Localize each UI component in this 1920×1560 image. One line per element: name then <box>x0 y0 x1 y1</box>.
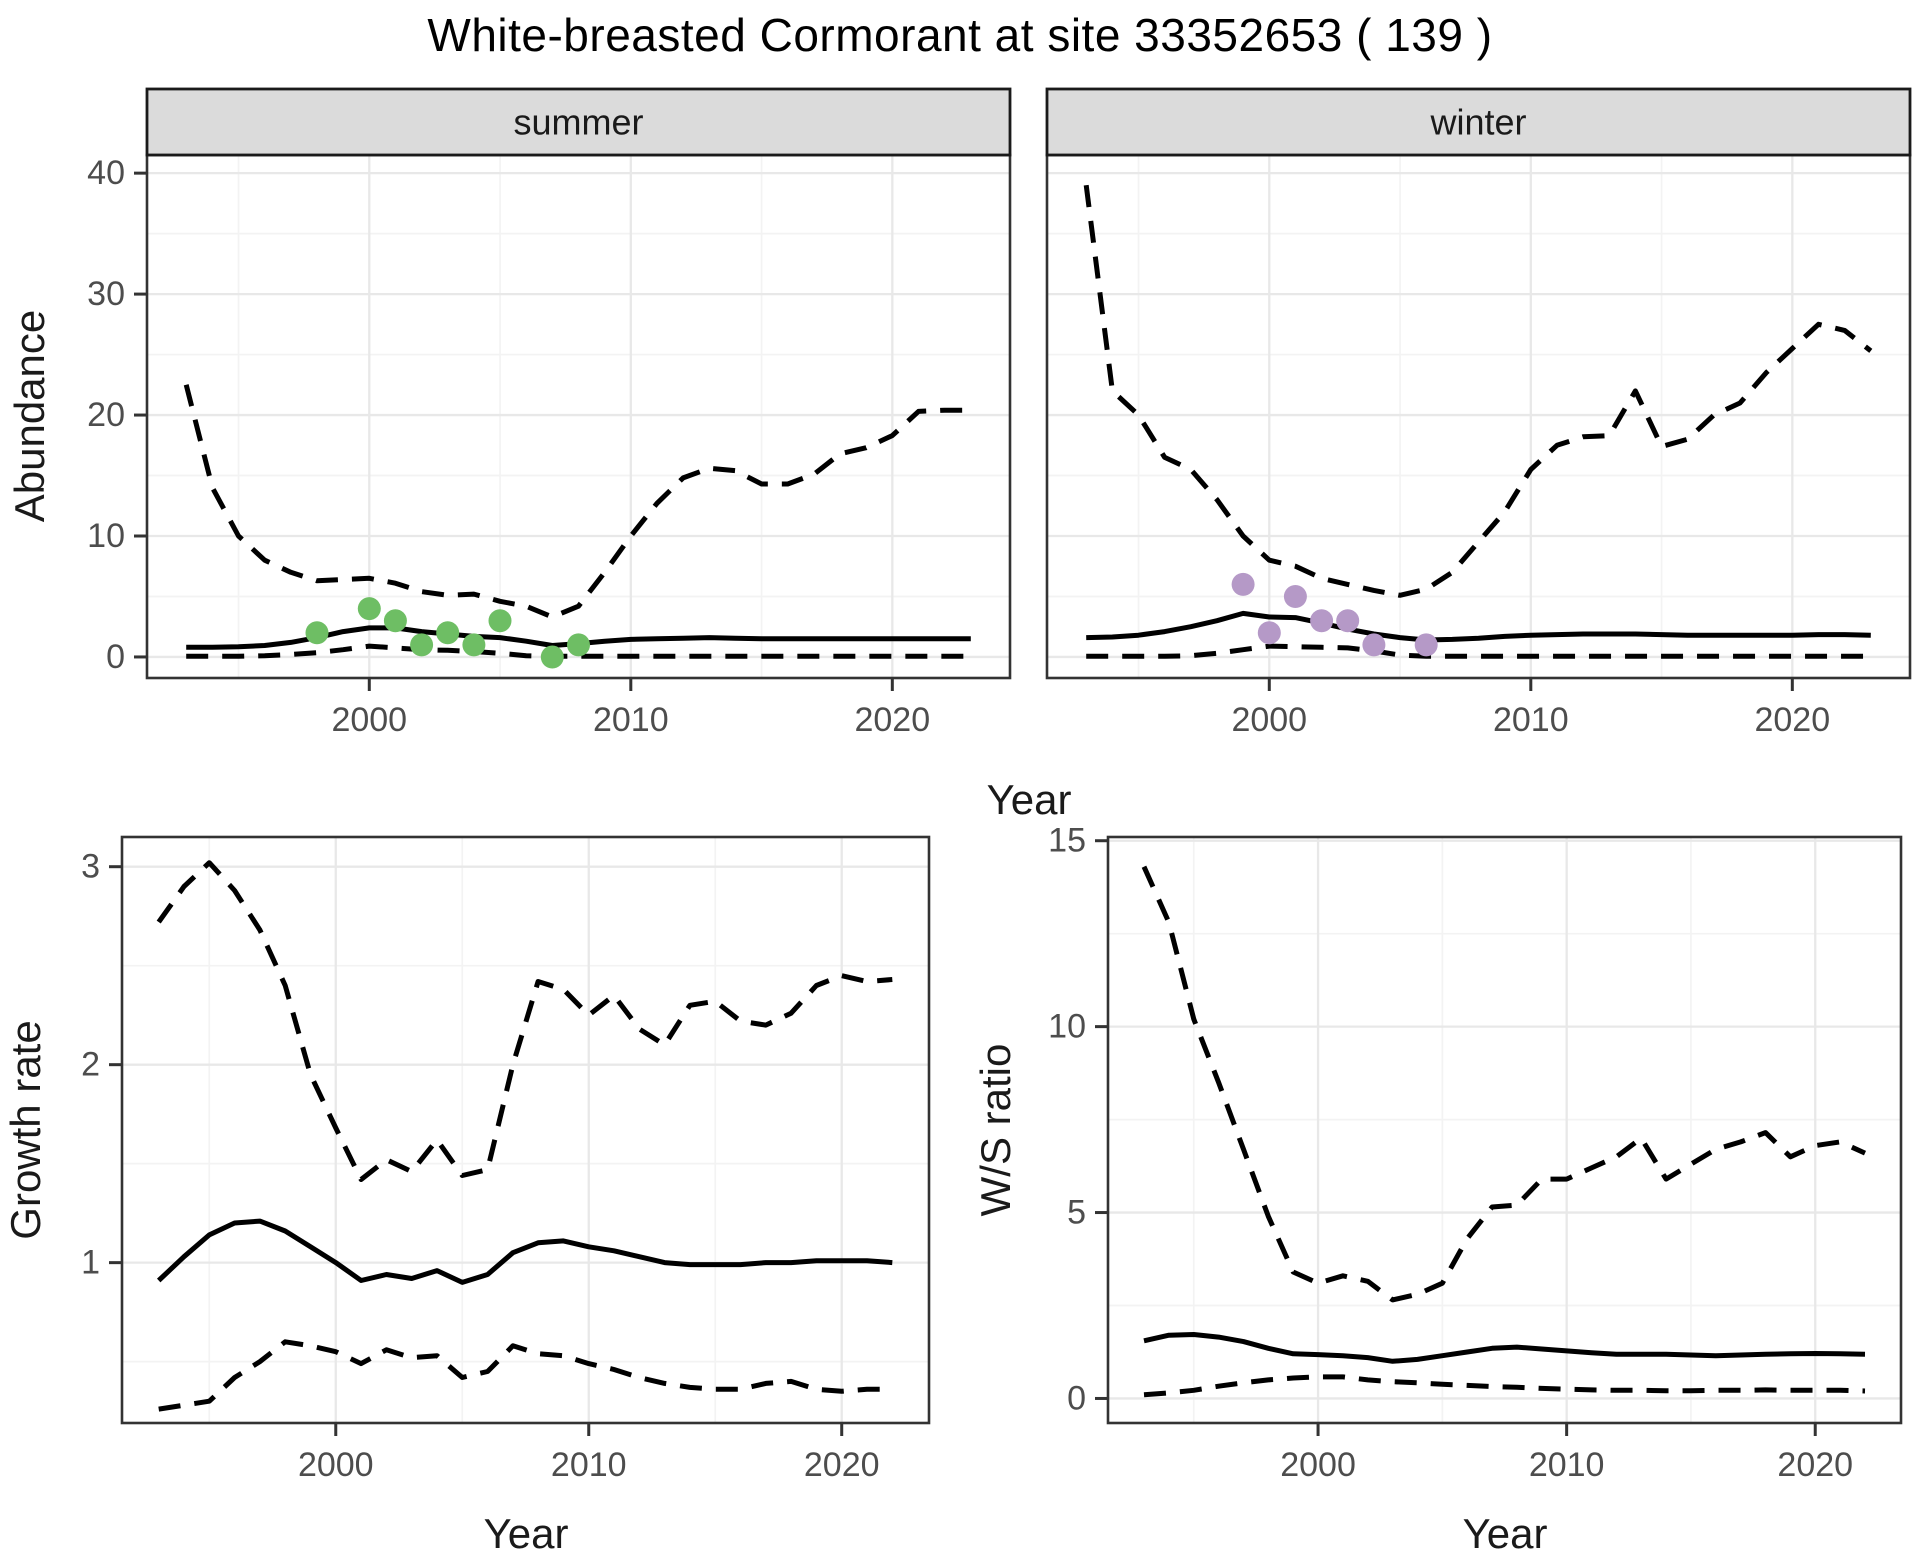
winter-panel: winter 2000 2010 2020 <box>1045 87 1912 739</box>
x-tick-label: 2020 <box>1754 701 1830 739</box>
observation-point <box>410 633 434 657</box>
observation-point <box>462 633 486 657</box>
fit-line <box>1086 610 1871 643</box>
x-tick-label: 2000 <box>331 701 407 739</box>
upper_ci-line <box>183 384 971 620</box>
y-tick-label: 5 <box>1067 1194 1086 1232</box>
y-tick-label: 10 <box>1048 1008 1086 1046</box>
observation-point <box>357 597 381 621</box>
W/S ratio-panel: 2000 2010 2020 0 5 10 15 <box>1048 822 1903 1484</box>
x-tick-label: 2020 <box>804 1446 880 1484</box>
observation-point <box>1362 633 1386 657</box>
x-tick-label: 2010 <box>1493 701 1569 739</box>
axis-title: Growth rate <box>2 1020 49 1239</box>
figure-title: White-breasted Cormorant at site 3335265… <box>427 9 1493 61</box>
y-tick-label: 0 <box>1067 1379 1086 1417</box>
observation-point <box>1336 609 1360 633</box>
x-tick-label: 2020 <box>854 701 930 739</box>
observation-point <box>488 609 512 633</box>
facet-strip <box>145 87 1012 157</box>
x-tick-label: 2000 <box>1231 701 1307 739</box>
upper_ci-line <box>156 860 893 1182</box>
facet-strip-label: winter <box>1429 102 1526 143</box>
lower_ci-line <box>1086 643 1871 659</box>
panel-background <box>147 155 1010 678</box>
y-tick-label: 20 <box>87 396 125 434</box>
fit-line <box>156 1218 893 1285</box>
x-tick-label: 2000 <box>298 1446 374 1484</box>
observation-point <box>540 645 564 669</box>
observation-point <box>1231 572 1255 596</box>
panel-background <box>1108 837 1901 1423</box>
y-tick-label: 0 <box>106 638 125 676</box>
Growth rate-panel: 2000 2010 2020 1 2 3 <box>81 835 931 1484</box>
axis-title: W/S ratio <box>972 1044 1019 1217</box>
lower_ci-line <box>186 643 971 659</box>
observation-point <box>567 633 590 657</box>
y-tick-label: 10 <box>87 517 125 555</box>
lower_ci-line <box>1143 1374 1866 1398</box>
panel-border <box>120 835 931 1425</box>
panel-background <box>122 837 929 1423</box>
observation-point <box>1414 633 1438 657</box>
fit-line <box>1143 1332 1866 1364</box>
panel-background <box>1047 155 1910 678</box>
axis-title: Year <box>987 776 1072 823</box>
observation-point <box>1310 609 1334 633</box>
observation-point <box>305 621 329 645</box>
upper_ci-line <box>1083 184 1873 598</box>
y-tick-label: 3 <box>81 848 100 886</box>
x-tick-label: 2010 <box>551 1446 627 1484</box>
axis-title: Abundance <box>6 310 53 523</box>
x-tick-label: 2000 <box>1280 1446 1356 1484</box>
x-tick-label: 2020 <box>1777 1446 1853 1484</box>
y-tick-label: 1 <box>81 1244 100 1282</box>
observation-point <box>436 621 460 645</box>
observation-point <box>383 609 407 633</box>
observation-point <box>1283 585 1307 608</box>
y-tick-label: 15 <box>1048 822 1086 860</box>
facet-strip <box>1045 87 1912 157</box>
panel-border <box>1106 835 1903 1425</box>
observation-point <box>1257 621 1281 645</box>
y-tick-label: 40 <box>87 154 125 192</box>
axis-title: Year <box>484 1510 569 1557</box>
x-tick-label: 2010 <box>1529 1446 1605 1484</box>
summer-panel: summer 2000 2010 2020 0 10 20 30 40 <box>87 87 1012 739</box>
y-tick-label: 2 <box>81 1046 100 1084</box>
upper_ci-line <box>1141 865 1867 1303</box>
axis-title: Year <box>1463 1510 1548 1557</box>
y-tick-label: 30 <box>87 275 125 313</box>
facet-strip-label: summer <box>513 102 643 143</box>
x-tick-label: 2010 <box>593 701 669 739</box>
lower_ci-line <box>158 1339 893 1412</box>
